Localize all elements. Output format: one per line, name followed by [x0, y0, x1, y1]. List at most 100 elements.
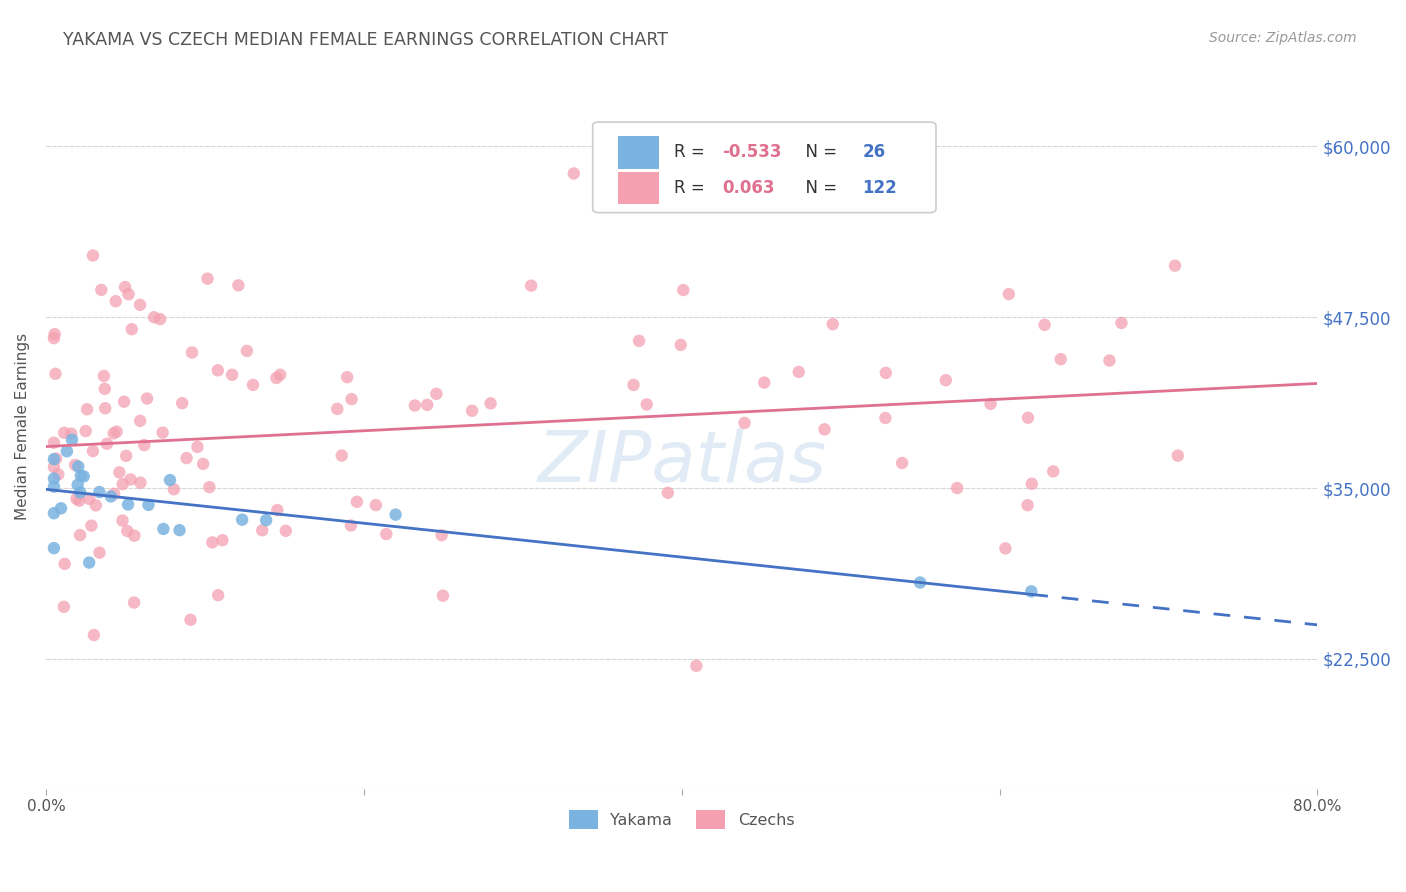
Point: [73, 469, 96, 483]
Point: [143, 310, 166, 325]
Point: [181, 345, 204, 359]
Point: [42, 541, 65, 556]
Point: [734, 416, 756, 430]
Point: [754, 376, 776, 390]
Point: [75, 424, 97, 438]
Point: [1017, 498, 1039, 512]
Point: [416, 398, 439, 412]
Point: [1167, 449, 1189, 463]
Point: [105, 425, 128, 439]
Point: [636, 397, 658, 411]
Point: [108, 466, 131, 480]
Point: [100, 490, 122, 504]
Point: [340, 392, 363, 406]
Point: [461, 403, 484, 417]
Point: [112, 394, 135, 409]
Point: [138, 498, 160, 512]
Point: [159, 473, 181, 487]
Text: N =: N =: [794, 144, 842, 161]
Point: [80, 518, 103, 533]
Point: [432, 589, 454, 603]
Point: [44, 367, 66, 381]
Point: [1042, 464, 1064, 478]
Point: [93, 368, 115, 383]
Point: [42, 506, 65, 520]
Point: [935, 373, 957, 387]
Point: [520, 278, 543, 293]
Point: [221, 368, 243, 382]
FancyBboxPatch shape: [619, 172, 659, 204]
Point: [430, 528, 453, 542]
Point: [53, 425, 76, 440]
Point: [44, 327, 66, 342]
Point: [813, 422, 835, 436]
Point: [946, 481, 969, 495]
Point: [69, 528, 91, 542]
Point: [117, 287, 139, 301]
Point: [89, 546, 111, 560]
Text: R =: R =: [673, 179, 710, 197]
Point: [254, 513, 277, 527]
Point: [685, 658, 707, 673]
Point: [82, 444, 104, 458]
Text: -0.533: -0.533: [723, 144, 782, 161]
Point: [46, 467, 69, 482]
Point: [103, 487, 125, 501]
Point: [336, 370, 359, 384]
Point: [266, 371, 288, 385]
Point: [52, 599, 75, 614]
Point: [115, 449, 138, 463]
Point: [76, 402, 98, 417]
Point: [252, 523, 274, 537]
Point: [191, 457, 214, 471]
Point: [994, 541, 1017, 556]
Point: [60, 426, 83, 441]
Point: [114, 280, 136, 294]
Point: [207, 588, 229, 602]
Point: [42, 452, 65, 467]
Point: [124, 529, 146, 543]
Text: 0.063: 0.063: [723, 179, 775, 197]
Point: [90, 283, 112, 297]
Point: [628, 334, 651, 348]
Point: [998, 287, 1021, 301]
Point: [821, 317, 844, 331]
Point: [425, 387, 447, 401]
Point: [1033, 318, 1056, 332]
Point: [117, 524, 139, 538]
Point: [129, 475, 152, 490]
Point: [67, 493, 90, 508]
Point: [63, 458, 86, 472]
Point: [152, 522, 174, 536]
Point: [197, 271, 219, 285]
Point: [60, 433, 83, 447]
Point: [1164, 259, 1187, 273]
Point: [201, 535, 224, 549]
Point: [49, 501, 72, 516]
Legend: Yakama, Czechs: Yakama, Czechs: [562, 804, 801, 835]
Point: [134, 438, 156, 452]
FancyBboxPatch shape: [619, 136, 659, 169]
Point: [875, 366, 897, 380]
Point: [103, 426, 125, 441]
Point: [96, 437, 118, 451]
Point: [242, 378, 264, 392]
Point: [228, 278, 250, 293]
Point: [891, 456, 914, 470]
Point: [672, 283, 695, 297]
Point: [136, 392, 159, 406]
Point: [89, 485, 111, 500]
Point: [176, 451, 198, 466]
Point: [122, 596, 145, 610]
Point: [562, 166, 585, 180]
Point: [326, 401, 349, 416]
Point: [657, 485, 679, 500]
Point: [42, 480, 65, 494]
Text: YAKAMA VS CZECH MEDIAN FEMALE EARNINGS CORRELATION CHART: YAKAMA VS CZECH MEDIAN FEMALE EARNINGS C…: [63, 31, 668, 49]
Text: N =: N =: [794, 179, 842, 197]
Point: [129, 298, 152, 312]
Point: [346, 495, 368, 509]
Point: [117, 498, 139, 512]
Point: [42, 331, 65, 345]
Point: [231, 513, 253, 527]
